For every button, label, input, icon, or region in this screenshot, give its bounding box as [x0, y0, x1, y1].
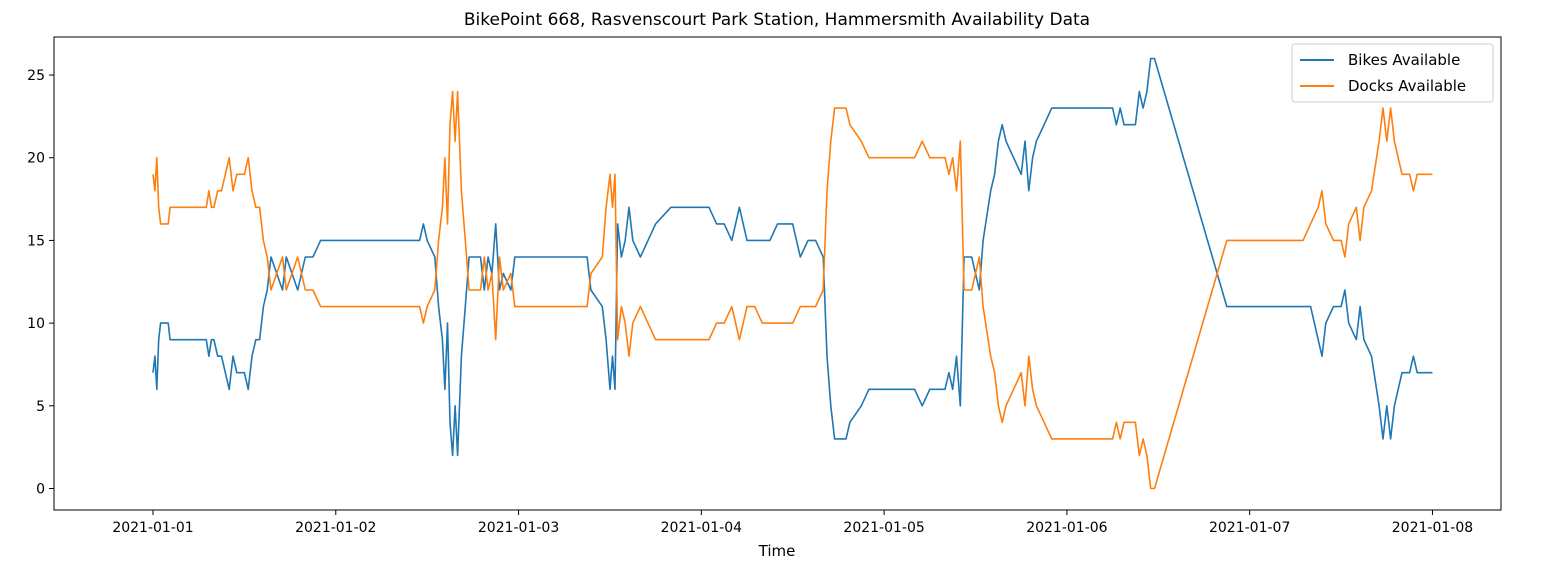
y-axis: 0 5 10 15 20 25 — [27, 68, 54, 498]
plot-area — [53, 36, 1502, 511]
series-layer — [152, 57, 1433, 490]
x-tick-label: 2021-01-01 — [112, 520, 193, 536]
y-tick-label: 15 — [27, 233, 45, 249]
y-tick-label: 5 — [36, 399, 45, 415]
legend-box — [1291, 43, 1494, 103]
x-tick-label: 2021-01-02 — [295, 520, 376, 536]
x-tick-label: 2021-01-07 — [1209, 520, 1290, 536]
x-tick-label: 2021-01-04 — [661, 520, 742, 536]
legend: Bikes Available Docks Available — [1291, 43, 1494, 103]
x-axis-label: Time — [758, 542, 796, 560]
x-tick-label: 2021-01-08 — [1392, 520, 1473, 536]
series-line-docks-available — [152, 90, 1433, 490]
y-tick-label: 10 — [27, 316, 45, 332]
y-tick-label: 20 — [27, 151, 45, 167]
y-tick-label: 25 — [27, 68, 45, 84]
x-tick-label: 2021-01-05 — [843, 520, 924, 536]
series-line-bikes-available — [152, 57, 1433, 457]
y-tick-label: 0 — [36, 482, 45, 498]
chart-title: BikePoint 668, Rasvenscourt Park Station… — [464, 10, 1090, 30]
legend-label-bikes: Bikes Available — [1348, 51, 1460, 69]
x-tick-label: 2021-01-03 — [478, 520, 559, 536]
x-axis: 2021-01-01 2021-01-02 2021-01-03 2021-01-04… — [112, 510, 1473, 536]
x-tick-label: 2021-01-06 — [1026, 520, 1107, 536]
legend-label-docks: Docks Available — [1348, 77, 1466, 95]
